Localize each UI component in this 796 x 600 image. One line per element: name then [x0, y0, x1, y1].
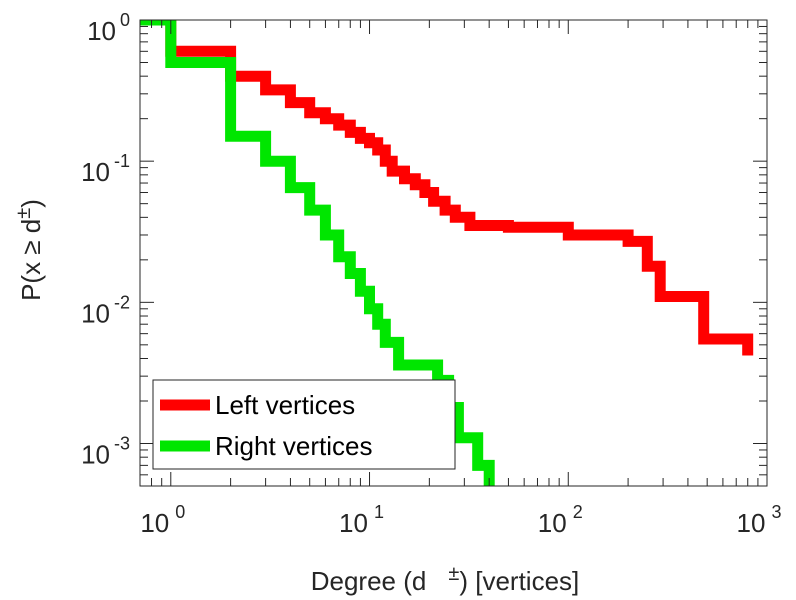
x-axis-title-prefix: Degree (d — [311, 566, 427, 596]
y-tick-label: 10 0 — [87, 10, 130, 46]
y-axis-title-prefix: P(x ≥ d — [16, 219, 46, 301]
y-axis-title-sup: ± — [13, 208, 35, 219]
y-axis-title-suffix: ) — [16, 199, 46, 208]
x-axis-title-suffix: ) [vertices] — [459, 566, 579, 596]
x-tick-label: 10 1 — [339, 502, 384, 538]
x-axis-title: Degree (d ±) [vertices] — [311, 563, 580, 596]
axes-box — [139, 19, 768, 487]
legend-label-left-vertices: Left vertices — [215, 390, 355, 420]
legend: Left vertices Right vertices — [152, 379, 456, 470]
y-tick-label: 10 -3 — [81, 434, 130, 470]
series-line-left-vertices — [140, 20, 754, 356]
x-axis-title-sup: ± — [448, 563, 459, 585]
y-tick-label: 10 -1 — [81, 151, 130, 187]
y-axis-title: P(x ≥ d±) — [13, 199, 46, 301]
x-tick-label: 10 2 — [538, 502, 583, 538]
legend-label-right-vertices: Right vertices — [215, 431, 373, 461]
legend-box — [152, 379, 456, 470]
x-tick-label: 10 0 — [140, 502, 185, 538]
y-tick-label: 10 -2 — [81, 292, 130, 328]
x-tick-label: 10 3 — [737, 502, 782, 538]
